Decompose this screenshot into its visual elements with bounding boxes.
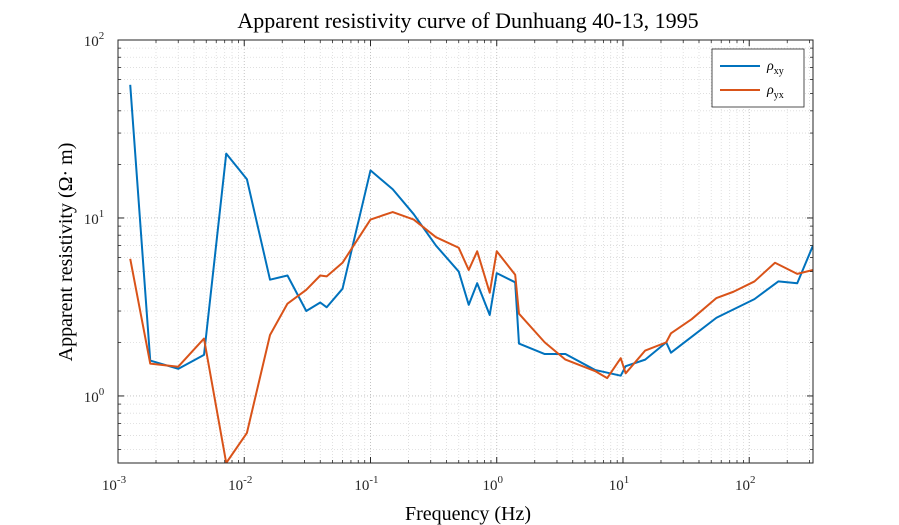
y-tick-label: 101 — [84, 208, 105, 228]
legend-label-yx: ρyx — [766, 83, 784, 101]
x-tick-label: 10-3 — [102, 474, 127, 494]
y-tick-labels: 100 101 102 — [84, 30, 105, 406]
x-tick-label: 101 — [609, 474, 630, 494]
axes-frame — [117, 39, 814, 464]
x-tick-label: 100 — [482, 474, 503, 494]
y-axis-label: Apparent resistivity (Ω· m) — [55, 143, 77, 362]
y-tick-label: 102 — [84, 30, 105, 50]
series-line-yx — [129, 211, 813, 463]
x-tick-label: 10-2 — [228, 474, 252, 494]
plot-area — [129, 84, 813, 463]
y-tick-label: 100 — [84, 386, 105, 406]
legend: ρxy ρyx — [711, 48, 805, 108]
x-tick-label: 102 — [735, 474, 756, 494]
x-tick-label: 10-1 — [354, 474, 378, 494]
legend-box — [711, 48, 805, 108]
grid — [117, 40, 813, 463]
ticks — [117, 39, 813, 463]
chart-title: Apparent resistivity curve of Dunhuang 4… — [237, 8, 698, 33]
series-line-xy — [129, 84, 813, 377]
x-tick-labels: 10-3 10-2 10-1 100 101 102 — [102, 474, 756, 494]
legend-label-xy: ρxy — [766, 59, 784, 77]
x-axis-label: Frequency (Hz) — [405, 503, 531, 525]
